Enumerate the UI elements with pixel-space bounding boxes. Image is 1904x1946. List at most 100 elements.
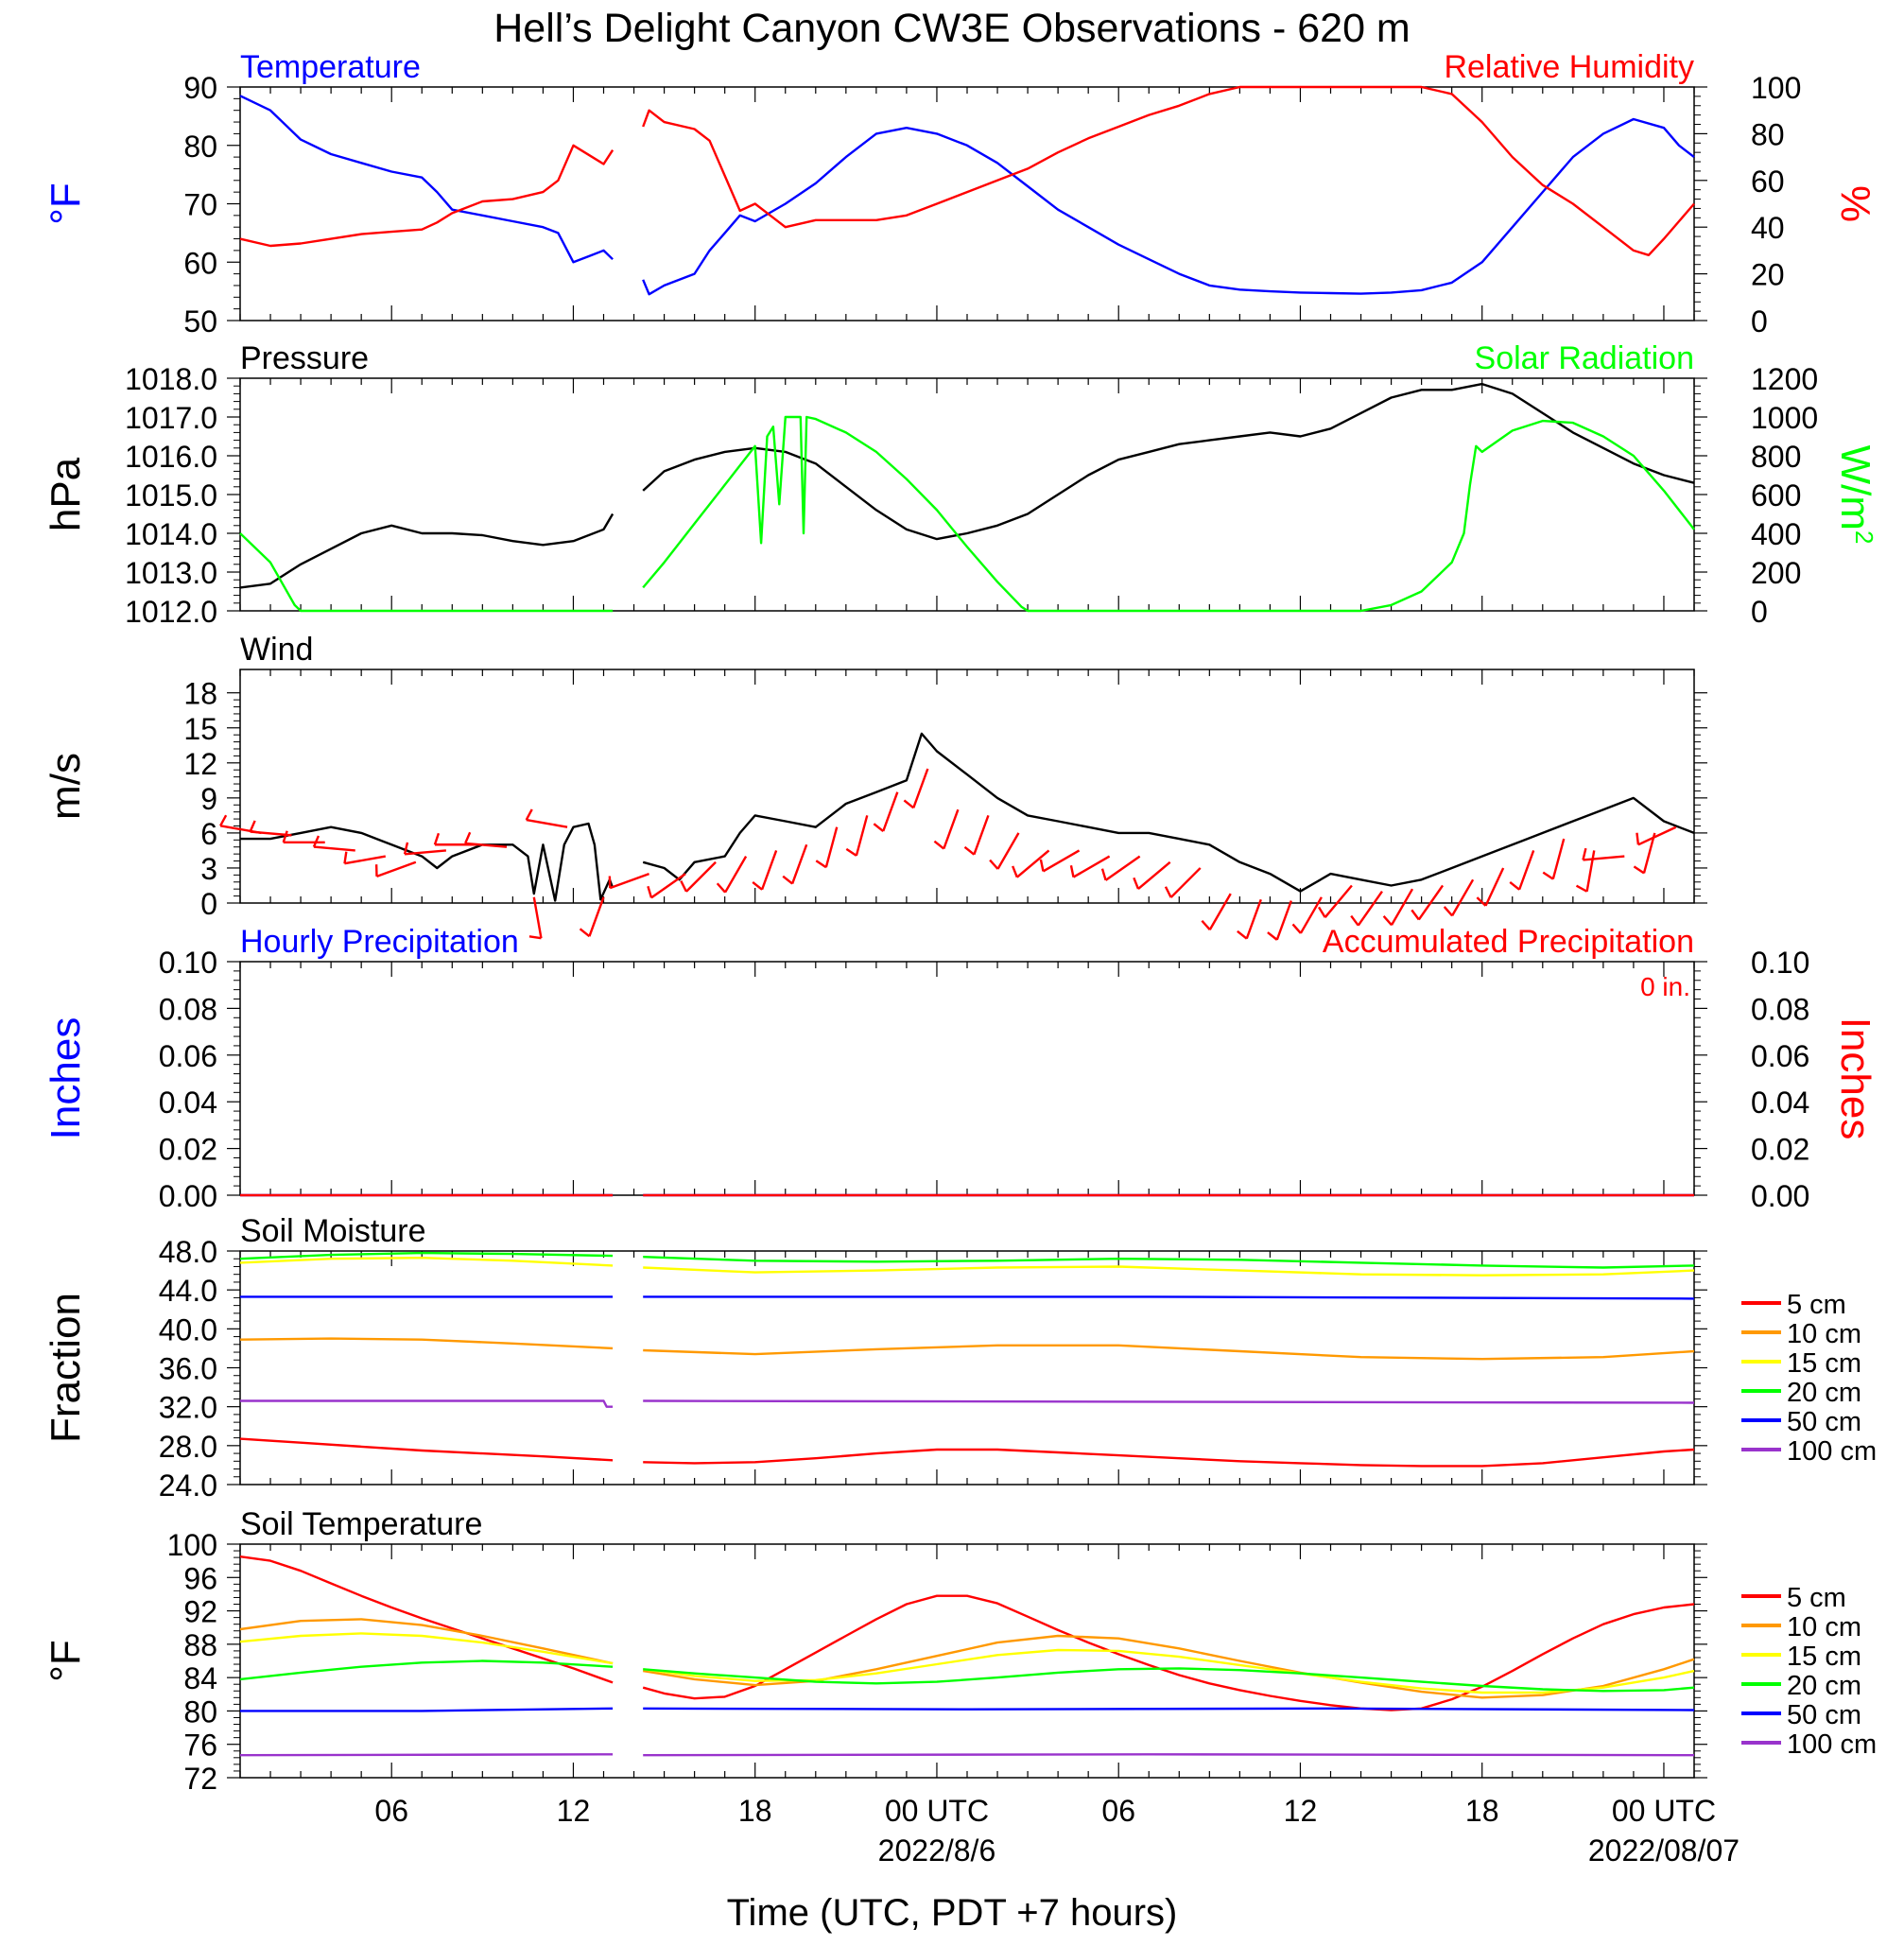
wind-barb-flag [1237, 930, 1248, 940]
wind-barb-flag [525, 808, 533, 821]
y-left-tick-label: 40.0 [159, 1312, 217, 1347]
legend-label: 100 cm [1787, 1436, 1877, 1467]
y-left-tick-label: 24.0 [159, 1468, 217, 1503]
wind-barb [647, 873, 686, 899]
wind-barb-flag [579, 928, 591, 938]
wind-barb-flag [1069, 864, 1075, 877]
wind-barb-flag [1201, 919, 1211, 931]
y-left-tick-label: 0.00 [159, 1179, 217, 1213]
chart-title: Hell’s Delight Canyon CW3E Observations … [493, 6, 1411, 51]
wind-barb [1237, 898, 1262, 940]
wind-barb [1443, 878, 1475, 917]
panel-precip: 0.00 0.02 0.04 0.06 0.08 0.10 0.00 0.02 0.04 0.06… [43, 924, 1878, 1213]
y-left-tick-label: 60 [183, 246, 217, 280]
wind-barb-flag [528, 935, 542, 940]
wind-barb-shaft [973, 814, 990, 856]
panel-right-title: Accumulated Precipitation [1323, 924, 1694, 960]
y-right-tick-label: 80 [1751, 117, 1785, 151]
y-right-axis-label: Inches [1832, 1017, 1878, 1140]
y-left-tick-label: 0.02 [159, 1133, 217, 1167]
wind-barb-flag [1542, 871, 1554, 880]
y-left-tick-label: 80 [183, 1694, 217, 1729]
y-left-axis-label: °F [43, 1640, 89, 1681]
y-right-tick-label: 1000 [1751, 401, 1818, 435]
wind-barb [525, 808, 568, 828]
wind-barb-shaft [1417, 884, 1445, 921]
wind-barb-flag [1509, 880, 1520, 891]
wind-barb-shaft [1016, 849, 1050, 878]
wind-barb-flag [433, 832, 441, 845]
y-right-tick-label: 0.04 [1751, 1086, 1809, 1120]
y-left-tick-label: 9 [200, 782, 217, 816]
series-line-relative-humidity [239, 85, 1695, 256]
wind-barb [1100, 855, 1141, 881]
y-left-tick-label: 0.08 [159, 992, 217, 1026]
wind-barb-flag [343, 851, 348, 864]
series-line-solar-radiation [239, 415, 1695, 613]
y-right-tick-label: 20 [1751, 258, 1785, 292]
wind-barb-flag [403, 842, 409, 855]
y-right-tick-label: 600 [1751, 478, 1801, 513]
wind-barb [1318, 884, 1353, 918]
wind-barb-shaft [685, 860, 717, 893]
y-left-tick-label: 0.06 [159, 1039, 217, 1073]
x-tick-label: 18 [1465, 1794, 1499, 1828]
y-left-tick-label: 12 [183, 747, 217, 781]
y-left-tick-label: 28.0 [159, 1430, 217, 1464]
panel-left-title: Soil Temperature [240, 1506, 482, 1542]
wind-barb-shaft [1072, 855, 1111, 878]
y-left-tick-label: 76 [183, 1729, 217, 1763]
wind-barb-flag [1443, 906, 1453, 917]
wind-barb [1164, 867, 1202, 898]
y-left-tick-label: 1018.0 [125, 362, 217, 396]
wind-barb-flag [1633, 865, 1645, 875]
wind-barb-flag [963, 845, 976, 856]
y-left-tick-label: 1014.0 [125, 517, 217, 551]
wind-barb [1069, 855, 1111, 878]
y-left-tick-label: 0.10 [159, 946, 217, 980]
y-right-tick-label: 0.08 [1751, 992, 1809, 1026]
wind-barb [873, 791, 899, 832]
wind-barb-flag [752, 880, 763, 891]
y-right-tick-label: 60 [1751, 165, 1785, 199]
wind-barb [1476, 867, 1505, 907]
wind-barb [403, 842, 446, 856]
wind-barb-flag [1100, 868, 1107, 881]
y-left-tick-label: 15 [183, 712, 217, 746]
y-left-tick-label: 90 [183, 71, 217, 105]
panel-left-title: Hourly Precipitation [240, 924, 519, 960]
wind-barb-flag [1476, 896, 1487, 907]
y-left-tick-label: 70 [183, 188, 217, 222]
series-line-10-cm [239, 1337, 1695, 1361]
y-left-tick-label: 6 [200, 817, 217, 851]
wind-barb-flag [680, 880, 688, 893]
wind-barb-shaft [376, 860, 417, 877]
series-line-wind [240, 732, 1695, 902]
series-line-pressure [239, 382, 1695, 589]
panel-temp_rh: 50 60 70 80 90 0 20 40 60 80 100 Temperature Relativ… [43, 49, 1878, 339]
wind-barb [1509, 850, 1535, 891]
series-line-20-cm [239, 1659, 1695, 1693]
y-left-tick-label: 92 [183, 1595, 217, 1629]
panel-right-title: Relative Humidity [1444, 49, 1694, 85]
y-left-tick-label: 1016.0 [125, 440, 217, 474]
wind-barb-shaft [760, 850, 778, 891]
y-left-tick-label: 96 [183, 1561, 217, 1595]
y-right-tick-label: 400 [1751, 517, 1801, 551]
y-left-tick-label: 72 [183, 1762, 217, 1796]
legend-label: 5 cm [1787, 1583, 1846, 1613]
wind-barb-flag [1267, 931, 1278, 941]
legend-label: 10 cm [1787, 1612, 1861, 1642]
wind-barb-shaft [1451, 878, 1475, 917]
wind-barb [963, 814, 990, 856]
y-right-axis-label-superscript: 2 [1850, 530, 1878, 544]
wind-barb-shaft [1585, 850, 1596, 892]
wind-barb [1267, 900, 1292, 941]
y-left-tick-label: 1012.0 [125, 595, 217, 629]
wind-barb-flag [464, 831, 472, 844]
series-line-50-cm [240, 1707, 1695, 1712]
y-right-tick-label: 200 [1751, 556, 1801, 590]
wind-barb [716, 855, 748, 894]
